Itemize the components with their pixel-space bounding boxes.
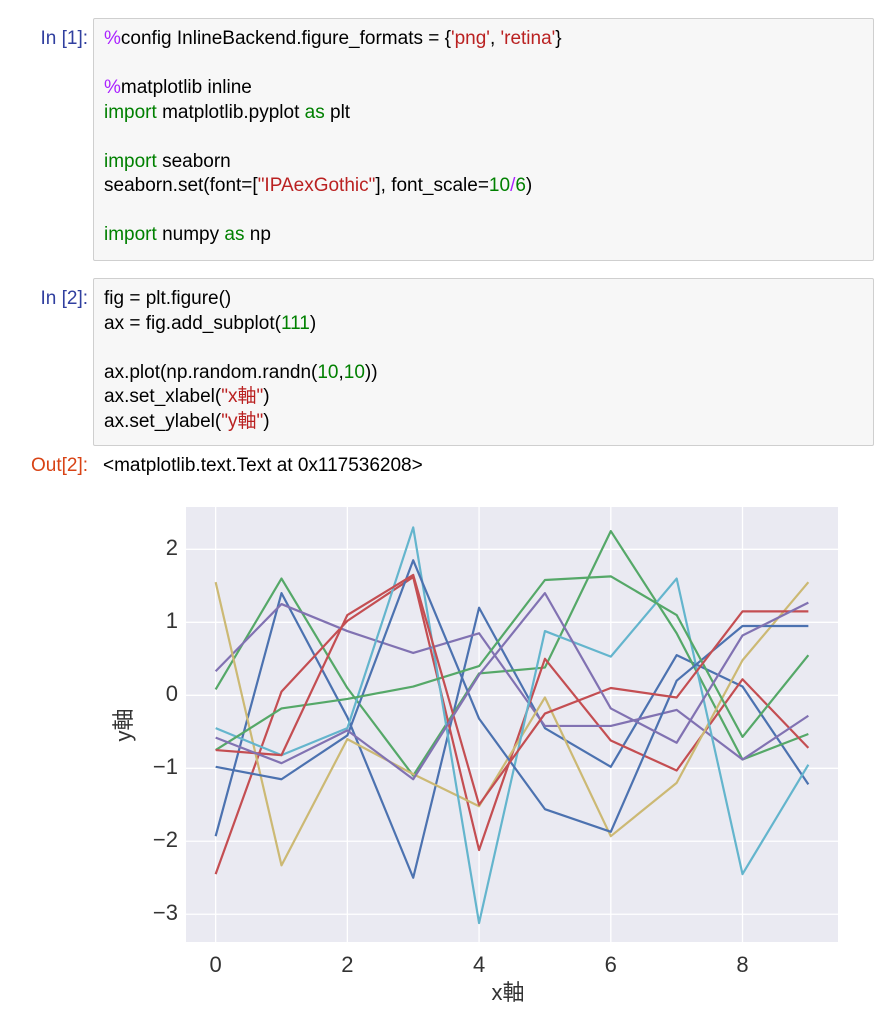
y-tick-label: 2: [166, 535, 178, 560]
code-token: /: [510, 175, 516, 196]
code-token: )): [364, 361, 378, 383]
code-block: ax.plot(np.random.randn(10,10)) ax.set_xl…: [104, 361, 863, 435]
code-line: fig = plt.figure(): [104, 287, 863, 312]
x-tick-label: 2: [341, 952, 353, 977]
line: [215, 575, 810, 751]
code-token: 'retina': [500, 28, 556, 49]
y-tick-label: −3: [153, 900, 178, 925]
code-token: 10: [317, 361, 339, 383]
y-tick-label: −1: [153, 754, 178, 779]
x-tick-label: 6: [605, 952, 617, 977]
line: [215, 592, 809, 781]
code-cell[interactable]: %config InlineBackend.figure_formats = {…: [93, 18, 874, 261]
code-token: %: [104, 28, 121, 49]
code-token: ax = fig.add_subplot(: [104, 312, 281, 334]
code-token: plt: [324, 101, 351, 123]
code-token: ,: [338, 361, 344, 383]
code-token: fig = plt.figure(): [104, 288, 232, 309]
y-axis-label: y軸: [111, 708, 136, 741]
code-token: ): [263, 386, 270, 407]
y-tick-label: 1: [166, 608, 178, 633]
code-line: %config InlineBackend.figure_formats = {…: [104, 27, 863, 52]
x-tick-label: 4: [473, 952, 485, 977]
code-token: import: [104, 101, 157, 123]
code-block: %config InlineBackend.figure_formats = {…: [104, 27, 863, 52]
chart: x軸 y軸 0 2 4 6 8 2 1 0 −1 −2 −3: [111, 507, 838, 1005]
code-token: seaborn: [156, 150, 231, 172]
code-block: import numpy as np: [104, 223, 863, 248]
code-line: ax.set_xlabel("x軸"): [104, 385, 863, 410]
code-token: "IPAexGothic": [257, 175, 376, 196]
output-text: <matplotlib.text.Text at 0x117536208>: [103, 455, 423, 476]
code-token: ax.plot(np.random.randn(: [104, 361, 318, 383]
plot-area: [186, 507, 838, 942]
code-token: as: [304, 101, 325, 123]
code-token: import: [104, 224, 157, 245]
code-token: 10: [488, 175, 511, 196]
code-line: import seaborn: [104, 150, 863, 175]
code-line: import numpy as np: [104, 223, 863, 248]
code-line: %matplotlib inline: [104, 76, 863, 101]
code-token: config InlineBackend.figure_formats = {: [120, 28, 451, 49]
axes-background: [186, 507, 838, 942]
code-block: fig = plt.figure() ax = fig.add_subplot(1…: [104, 287, 863, 336]
code-block: %matplotlib inline import matplotlib.pypl…: [104, 76, 863, 125]
code-token: matplotlib.pyplot: [156, 101, 305, 123]
code-token: 'png': [450, 28, 490, 49]
code-token: 6: [515, 175, 526, 196]
code-token: ): [263, 410, 270, 432]
input-prompt: In [2]:: [40, 288, 88, 309]
code-token: as: [224, 224, 245, 245]
code-token: ax.set_xlabel(: [104, 386, 222, 407]
code-token: seaborn.set(font=[: [104, 175, 258, 196]
code-token: ,: [489, 28, 501, 49]
code-token: "x軸": [221, 386, 264, 407]
code-token: %: [104, 77, 121, 98]
code-line: seaborn.set(font=["IPAexGothic"], font_s…: [104, 174, 863, 199]
code-line: ax = fig.add_subplot(111): [104, 312, 863, 337]
code-line: import matplotlib.pyplot as plt: [104, 101, 863, 126]
code-line: ax.plot(np.random.randn(10,10)): [104, 361, 863, 386]
input-prompt: In [1]:: [40, 28, 88, 49]
code: %config InlineBackend.figure_formats = {…: [104, 27, 863, 248]
code-token: import: [104, 150, 157, 172]
line: [214, 529, 809, 777]
code-token: }: [555, 28, 562, 49]
x-tick-label: 0: [210, 952, 222, 977]
code-token: np: [244, 224, 271, 245]
x-axis-label: x軸: [491, 980, 524, 1005]
code-token: 111: [280, 312, 310, 334]
code-token: ): [309, 312, 317, 334]
code-cell[interactable]: fig = plt.figure() ax = fig.add_subplot(1…: [93, 278, 874, 446]
x-tick-label: 8: [736, 952, 748, 977]
code-token: ): [525, 175, 533, 196]
y-tick-label: −2: [153, 827, 178, 852]
code-token: 10: [343, 361, 365, 383]
line: [214, 602, 809, 761]
code-token: "y軸": [221, 410, 264, 432]
output-prompt: Out[2]:: [30, 455, 88, 476]
code: fig = plt.figure() ax = fig.add_subplot(1…: [104, 287, 863, 434]
code-token: numpy: [156, 224, 225, 245]
code-line: ax.set_ylabel("y軸"): [104, 410, 863, 435]
line: [215, 573, 809, 806]
code-token: ], font_scale=: [375, 175, 489, 196]
line: [215, 526, 810, 925]
code-token: matplotlib inline: [120, 77, 252, 98]
y-tick-label: 0: [166, 681, 178, 706]
code-block: import seaborn seaborn.set(font=["IPAexGo…: [104, 150, 863, 199]
code-token: ax.set_ylabel(: [104, 410, 222, 432]
